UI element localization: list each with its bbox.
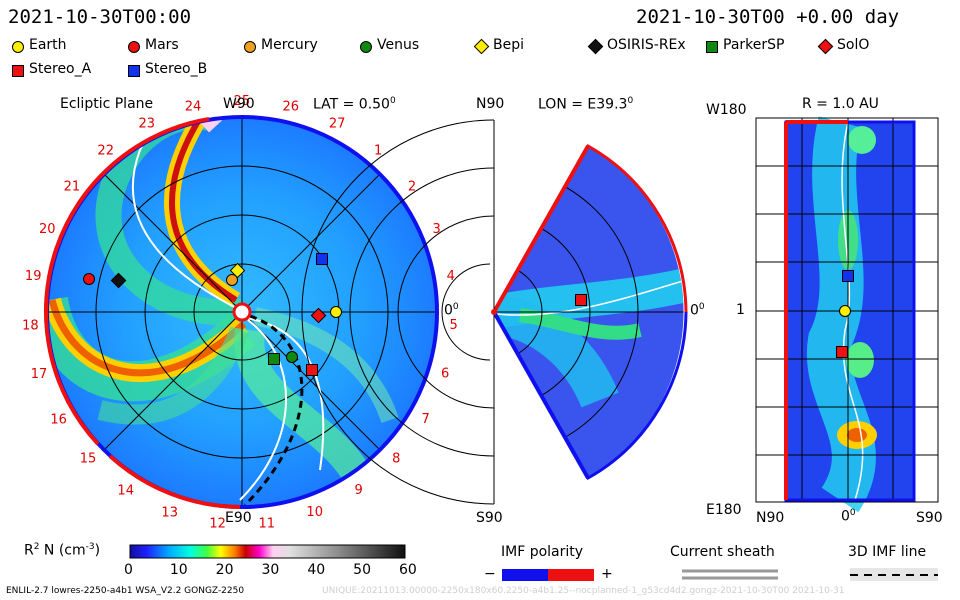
- radial-title: R = 1.0 AU: [802, 96, 879, 112]
- meridional-right-label: 00: [690, 302, 705, 319]
- earth-marker: [330, 306, 342, 318]
- meridional-bottom-label: S90: [476, 510, 503, 526]
- ecliptic-top-label: W90: [223, 96, 255, 112]
- legend-parkersp-symbol: [706, 41, 718, 53]
- carrington-label: 1: [374, 144, 382, 159]
- carrington-label: 4: [447, 269, 455, 284]
- imf-polarity-title: IMF polarity: [501, 544, 584, 560]
- radial-top-left: W180: [706, 102, 747, 118]
- carrington-label: 2: [408, 179, 416, 194]
- legend-earth-label: Earth: [29, 37, 67, 53]
- legend-osiris-rex-label: OSIRIS-REx: [607, 37, 686, 53]
- ecliptic-lat: LAT = 0.500: [313, 96, 396, 113]
- footer-run-id: UNIQUE:20211013.00000-2250x180x60.2250-a…: [322, 586, 845, 596]
- carrington-label: 14: [117, 483, 134, 498]
- radial-mid-left: 1: [736, 302, 745, 318]
- footer-model: ENLIL-2.7 lowres-2250-a4b1 WSA_V2.2 GONG…: [6, 586, 245, 596]
- carrington-label: 19: [25, 269, 42, 284]
- radial-bottom-left: E180: [706, 502, 742, 518]
- radial-x-mid: 00: [841, 508, 856, 525]
- stereo-b-marker: [316, 253, 328, 265]
- meridional-panel: [301, 119, 688, 505]
- imf-3d-title: 3D IMF line: [848, 544, 927, 560]
- carrington-label: 16: [50, 412, 67, 427]
- carrington-label: 24: [185, 100, 202, 115]
- colorbar-tick-label: 0: [124, 562, 133, 578]
- carrington-label: 21: [64, 179, 81, 194]
- legend-mars-symbol: [128, 41, 140, 53]
- carrington-label: 22: [97, 144, 114, 159]
- ecliptic-rim-red: [43, 117, 210, 446]
- date-right: 2021-10-30T00 +0.00 day: [636, 6, 900, 28]
- legend-stereo_b-label: Stereo_B: [145, 61, 208, 77]
- carrington-label: 11: [259, 517, 276, 532]
- radial-x-right: S90: [916, 510, 943, 526]
- legend-bepi-label: Bepi: [493, 37, 524, 53]
- carrington-label: 17: [31, 367, 48, 382]
- legend-stereo_b-symbol: [128, 65, 140, 77]
- legend-venus-label: Venus: [377, 37, 420, 53]
- meridional-stereo-a-marker: [575, 294, 587, 306]
- carrington-label: 13: [161, 505, 178, 520]
- mercury-marker: [226, 274, 238, 286]
- imf-polarity-minus: −: [484, 566, 496, 582]
- colorbar-tick-label: 50: [353, 562, 371, 578]
- parker-sp-marker: [268, 353, 280, 365]
- legend-parkersp-label: ParkerSP: [723, 37, 785, 53]
- carrington-label: 27: [329, 117, 346, 132]
- ecliptic-bottom-label: E90: [225, 510, 252, 526]
- radial-stereo-b-marker: [842, 270, 854, 282]
- radial-earth-marker: [839, 305, 851, 317]
- carrington-label: 18: [22, 319, 39, 334]
- legend-venus-symbol: [360, 41, 372, 53]
- legend-mercury-symbol: [244, 41, 256, 53]
- meridional-lon: LON = E39.30: [538, 96, 634, 113]
- carrington-label: 25: [234, 94, 251, 109]
- colorbar-tick-label: 30: [261, 562, 280, 578]
- legend-stereo_a-symbol: [12, 65, 24, 77]
- carrington-label: 26: [283, 100, 300, 115]
- date-left: 2021-10-30T00:00: [8, 6, 192, 28]
- meridional-top-label: N90: [476, 96, 505, 112]
- mars-marker: [83, 273, 95, 285]
- carrington-label: 23: [139, 117, 156, 132]
- colorbar-tick-label: 40: [307, 562, 326, 578]
- carrington-label: 9: [355, 483, 363, 498]
- imf-polarity-plus-bar: [548, 569, 594, 581]
- carrington-label: 7: [422, 412, 430, 427]
- legend-mercury-label: Mercury: [261, 37, 318, 53]
- ecliptic-panel: [47, 117, 437, 507]
- carrington-label: 10: [306, 505, 323, 520]
- radial-x-left: N90: [756, 510, 785, 526]
- colorbar-label: R2 N (cm-3): [24, 542, 101, 559]
- carrington-label: 8: [392, 451, 400, 466]
- venus-marker: [286, 351, 298, 363]
- imf-polarity-minus-bar: [502, 569, 548, 581]
- legend-stereo_a-label: Stereo_A: [29, 61, 92, 77]
- stereo-a-marker: [306, 364, 318, 376]
- carrington-label: 12: [209, 517, 226, 532]
- colorbar-tick-label: 60: [399, 562, 417, 578]
- ecliptic-title: Ecliptic Plane: [60, 96, 154, 112]
- colorbar-tick-label: 20: [215, 562, 234, 578]
- carrington-label: 20: [39, 222, 56, 237]
- legend-mars-label: Mars: [145, 37, 179, 53]
- imf-polarity-plus: +: [601, 566, 613, 582]
- carrington-label: 5: [450, 318, 458, 333]
- colorbar: [129, 544, 406, 559]
- legend-solo-label: SolO: [837, 37, 870, 53]
- carrington-label: 15: [80, 452, 97, 467]
- colorbar-tick-label: 10: [169, 562, 188, 578]
- carrington-label: 3: [432, 222, 440, 237]
- legend-earth-symbol: [12, 41, 24, 53]
- carrington-label: 6: [441, 367, 449, 382]
- radial-stereo-a-marker: [836, 346, 848, 358]
- current-sheath-title: Current sheath: [670, 544, 775, 560]
- ecliptic-right-label: 00: [444, 302, 459, 319]
